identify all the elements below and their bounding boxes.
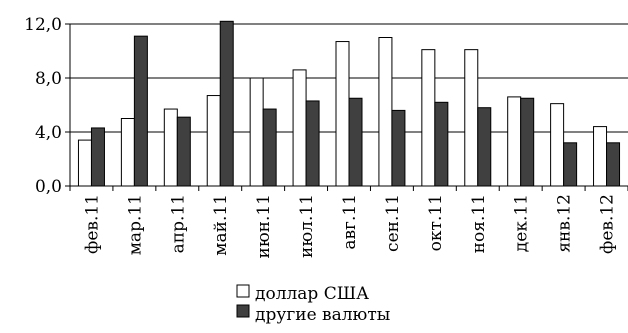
y-tick-label: 4,0 — [35, 123, 62, 143]
bar-usd — [507, 96, 522, 187]
x-tick-label: дек.11 — [512, 194, 532, 252]
bar-other — [348, 97, 363, 187]
x-tick-label: мар.11 — [125, 194, 145, 255]
legend-swatch-other — [236, 304, 250, 318]
bar-usd — [378, 37, 393, 187]
bar-usd — [77, 139, 92, 187]
bar-other — [563, 142, 578, 187]
bar-usd — [421, 49, 436, 187]
x-axis-labels: фев.11 мар.11 апр.11 май.11 июн.11 июл.11 авг.… — [82, 194, 617, 259]
x-tick-label: фев.11 — [82, 194, 102, 254]
bar-other — [133, 35, 148, 187]
legend: доллар США другие валюты — [236, 284, 390, 325]
y-tick-label: 0,0 — [35, 177, 62, 197]
y-tick-label: 12,0 — [24, 15, 62, 35]
bar-other — [520, 97, 535, 187]
x-tick-label: апр.11 — [168, 194, 188, 253]
x-tick-label: июл.11 — [297, 194, 317, 258]
bar-usd — [163, 108, 178, 187]
bar-usd — [335, 41, 350, 187]
x-tick-label: сен.11 — [383, 194, 403, 252]
x-tick-label: май.11 — [211, 194, 231, 256]
legend-label-other: другие валюты — [255, 305, 390, 325]
bar-usd — [249, 77, 264, 187]
bars — [77, 20, 621, 187]
y-axis-ticks: 0,0 4,0 8,0 12,0 — [24, 15, 70, 197]
axes — [69, 24, 628, 191]
x-tick-label: ноя.11 — [469, 194, 489, 253]
legend-label-usd: доллар США — [255, 284, 369, 304]
x-tick-label: июн.11 — [254, 194, 274, 259]
bar-other — [434, 101, 449, 187]
x-tick-label: фев.12 — [598, 194, 618, 254]
bar-other — [606, 142, 621, 187]
bar-other — [305, 100, 320, 187]
bar-other — [219, 20, 234, 187]
bar-usd — [292, 69, 307, 187]
bar-usd — [464, 49, 479, 187]
bar-usd — [550, 103, 565, 187]
bar-usd — [120, 118, 135, 187]
legend-swatch-usd — [236, 284, 250, 298]
bar-other — [176, 116, 191, 187]
x-tick-label: авг.11 — [340, 194, 360, 250]
x-tick-label: окт.11 — [426, 194, 446, 251]
y-tick-label: 8,0 — [35, 69, 62, 89]
bar-other — [262, 108, 277, 187]
bar-usd — [593, 126, 608, 187]
bar-other — [477, 107, 492, 187]
x-tick-label: янв.12 — [555, 194, 575, 253]
bar-usd — [206, 95, 221, 187]
bar-other — [90, 127, 105, 187]
bar-other — [391, 109, 406, 187]
